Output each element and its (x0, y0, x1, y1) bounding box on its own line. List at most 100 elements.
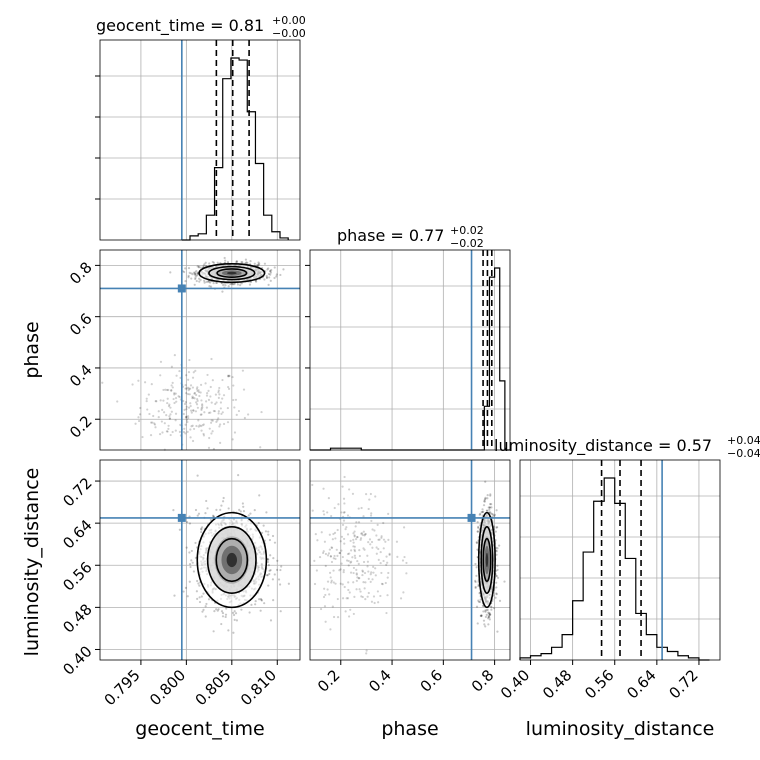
scatter-point (355, 521, 358, 524)
scatter-point (269, 279, 272, 282)
title-geocent-time-plus: +0.00 (272, 14, 306, 27)
scatter-point (183, 408, 186, 411)
scatter-point (402, 591, 405, 594)
scatter-point (175, 374, 178, 377)
scatter-point (226, 421, 230, 424)
scatter-point (503, 580, 506, 583)
scatter-point (371, 546, 374, 549)
scatter-point (324, 620, 327, 623)
scatter-point (326, 588, 329, 591)
scatter-point (157, 416, 160, 419)
scatter-point (363, 571, 367, 575)
hist-line-geocent_time (181, 57, 289, 241)
scatter-point (185, 415, 188, 418)
scatter-point (346, 597, 350, 600)
scatter-point (174, 429, 177, 432)
scatter-point (481, 508, 484, 511)
hist-panel-luminosity_distance (519, 460, 720, 661)
scatter-point (267, 584, 270, 587)
scatter-point (197, 389, 200, 392)
scatter-point (482, 510, 485, 513)
scatter-point (367, 570, 370, 573)
scatter-point (195, 393, 198, 397)
scatter-point (191, 561, 194, 564)
scatter-point (194, 541, 197, 545)
scatter-point (213, 610, 216, 613)
scatter-point (367, 507, 370, 511)
y-tick-label-luminosity_distance: 0.40 (59, 642, 95, 678)
scatter-point (195, 274, 198, 277)
scatter-point (349, 608, 352, 611)
scatter-point (344, 610, 347, 613)
scatter-point (210, 421, 213, 424)
scatter-point (380, 582, 384, 585)
scatter-point (194, 272, 197, 276)
scatter-point (328, 533, 331, 536)
scatter-point (323, 513, 326, 516)
contour-2 (216, 268, 248, 279)
scatter-point (258, 262, 261, 265)
scatter-point (205, 280, 208, 283)
scatter-point (188, 387, 191, 390)
scatter-point (187, 276, 190, 279)
scatter-point (203, 281, 206, 284)
scatter-point (151, 421, 154, 424)
scatter-point (267, 533, 270, 536)
scatter-point (165, 414, 168, 417)
x-tick-label-luminosity_distance: 0.64 (623, 666, 659, 702)
scatter-point (269, 269, 272, 273)
scatter-point (361, 533, 364, 537)
scatter-point (199, 278, 202, 281)
y-tick-label-luminosity_distance: 0.56 (59, 558, 95, 594)
scatter-point (311, 509, 314, 512)
scatter-point (187, 378, 190, 381)
scatter-point (148, 412, 151, 416)
scatter-point (188, 358, 191, 362)
y-tick-label-phase: 0.4 (66, 361, 96, 391)
scatter-point (257, 261, 260, 264)
scatter-point (287, 582, 290, 585)
hist-panel-geocent_time (100, 40, 300, 241)
scatter-point (340, 562, 343, 565)
scatter-point (337, 503, 340, 506)
scatter-point (198, 280, 201, 283)
scatter-point (335, 548, 338, 551)
scatter-point (347, 615, 351, 618)
scatter-point (372, 595, 376, 598)
scatter-point (192, 371, 195, 374)
scatter-point (279, 610, 282, 613)
scatter-point (350, 560, 353, 563)
scatter-point (355, 568, 358, 572)
scatter-point (246, 261, 249, 265)
scatter-point (328, 548, 331, 551)
scatter-point (341, 555, 344, 559)
scatter-point (242, 505, 245, 508)
scatter-point (188, 580, 191, 583)
scatter-point (343, 502, 346, 505)
scatter-point (269, 554, 272, 557)
scatter-point (201, 424, 204, 427)
scatter-point (200, 429, 203, 432)
scatter-point (196, 398, 199, 401)
scatter-point (219, 423, 222, 426)
scatter-point (196, 597, 199, 600)
scatter-point (343, 542, 346, 545)
scatter-point (141, 435, 144, 439)
scatter-point (382, 559, 385, 563)
scatter-point (358, 549, 361, 552)
scatter-point (202, 434, 206, 437)
scatter-point (333, 531, 337, 534)
scatter-point (361, 573, 364, 577)
scatter-point (219, 407, 222, 410)
scatter-point (402, 526, 406, 529)
scatter-point (145, 397, 148, 400)
scatter-point (241, 369, 245, 372)
title-geocent-time-minus: −0.00 (272, 27, 306, 40)
scatter-point (191, 395, 194, 398)
scatter-point (206, 507, 209, 510)
scatter-point (187, 406, 191, 409)
scatter-point (370, 519, 373, 523)
scatter-point (482, 504, 486, 507)
scatter-point (353, 534, 356, 537)
scatter-point (342, 537, 346, 541)
